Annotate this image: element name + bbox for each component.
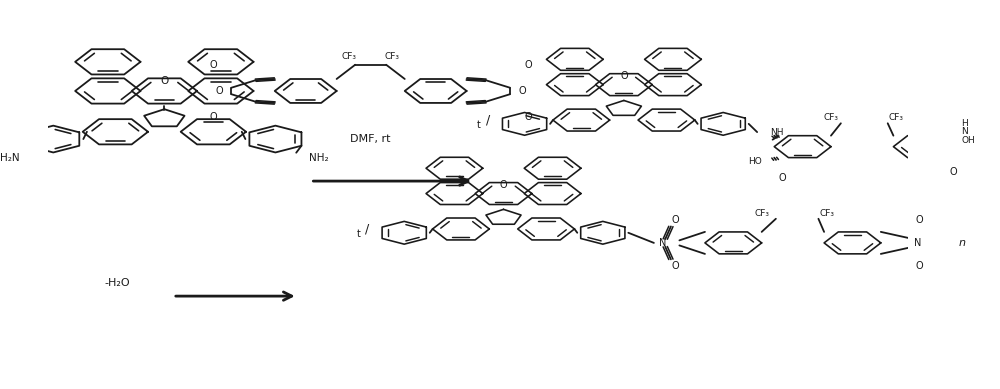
- Text: N: N: [961, 127, 968, 136]
- Text: O: O: [160, 76, 168, 86]
- Text: CF₃: CF₃: [342, 52, 357, 61]
- Text: O: O: [215, 86, 223, 96]
- Text: O: O: [525, 112, 532, 122]
- Text: NH₂: NH₂: [309, 153, 329, 163]
- Text: /: /: [486, 114, 490, 126]
- Text: t: t: [477, 120, 481, 130]
- Text: CF₃: CF₃: [754, 209, 769, 218]
- Text: CF₃: CF₃: [819, 209, 834, 218]
- Text: CF₃: CF₃: [889, 113, 904, 122]
- Text: O: O: [500, 180, 507, 190]
- Text: O: O: [525, 60, 532, 70]
- Text: O: O: [915, 261, 923, 271]
- Text: CF₃: CF₃: [823, 113, 838, 122]
- Text: N: N: [914, 238, 921, 248]
- Text: -H₂O: -H₂O: [104, 278, 130, 288]
- Text: O: O: [915, 215, 923, 225]
- Text: t: t: [357, 229, 361, 239]
- Text: O: O: [671, 261, 679, 271]
- Text: /: /: [365, 223, 369, 235]
- Text: O: O: [949, 167, 957, 177]
- Text: O: O: [209, 112, 217, 122]
- Text: HO: HO: [748, 157, 761, 166]
- Text: OH: OH: [961, 136, 975, 145]
- Text: H: H: [961, 119, 968, 128]
- Text: O: O: [671, 215, 679, 225]
- Text: O: O: [779, 173, 787, 183]
- Text: H₂N: H₂N: [0, 153, 20, 163]
- Text: O: O: [620, 71, 628, 81]
- Text: DMF, rt: DMF, rt: [350, 134, 391, 144]
- Text: O: O: [519, 86, 526, 96]
- Text: N: N: [659, 238, 666, 248]
- Text: CF₃: CF₃: [385, 52, 400, 61]
- Text: O: O: [209, 60, 217, 70]
- Text: NH: NH: [770, 128, 784, 137]
- Text: n: n: [959, 238, 966, 248]
